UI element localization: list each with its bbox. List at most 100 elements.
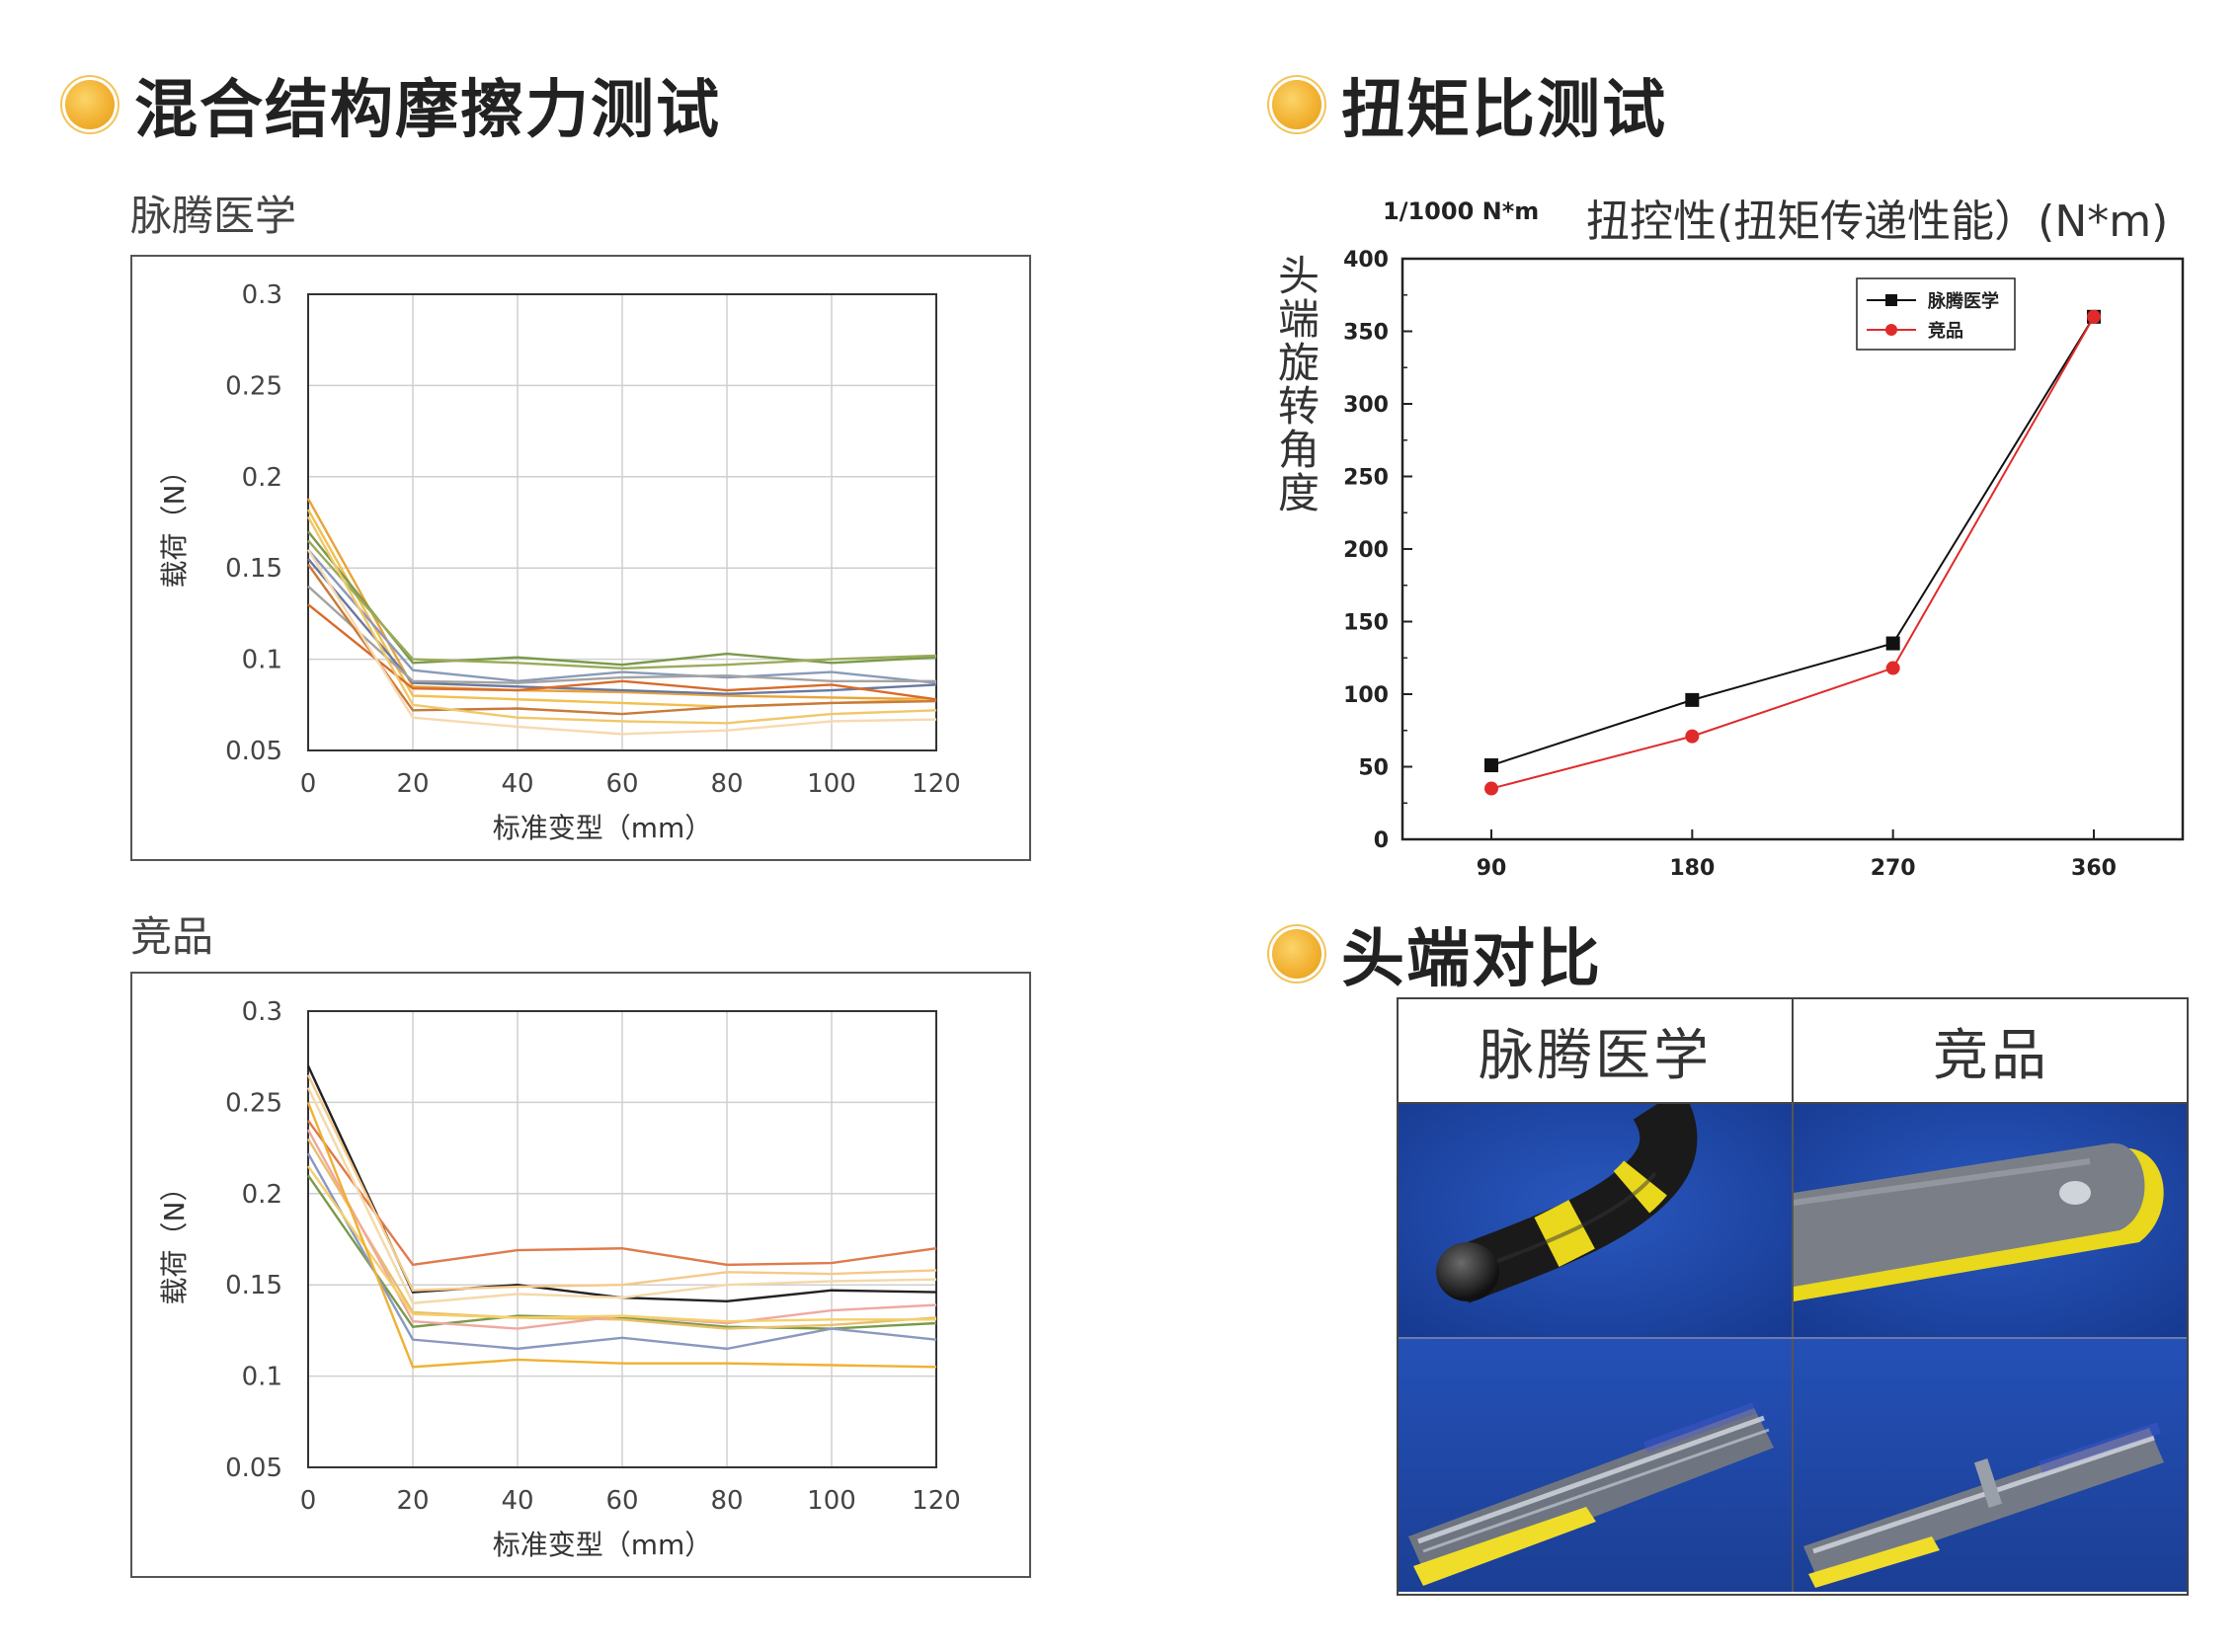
series-line-10 [306,1101,937,1369]
y-axis-label: 载荷（N） [158,1174,191,1305]
series-line-9 [307,1165,936,1323]
x-tick-label: 20 [396,1486,429,1516]
series-line-4 [306,1087,937,1304]
y-tick-label: 250 [1343,466,1389,491]
series-point [1685,692,1700,707]
y-tick-label: 400 [1343,248,1389,273]
x-tick-label: 80 [710,769,743,799]
legend-label: 脉腾医学 [1927,290,1999,312]
tip-photo-comp-tip [1794,1104,2187,1337]
series-point [1685,729,1700,744]
series-line-8 [307,603,937,701]
series-point [1484,781,1498,796]
torque-title: 扭控性(扭矩传递性能）(N*m) [1586,197,2169,247]
tip-photo-ours-tip [1399,1104,1792,1337]
tip-compare-table: 脉腾医学 竞品 [1397,997,2189,1596]
y-tick-label: 100 [1343,683,1389,708]
x-tick-label: 360 [2071,856,2117,881]
y-tick-label: 350 [1343,321,1389,346]
y-tick-label: 0.2 [242,1180,282,1210]
x-axis-label: 标准变型（mm） [493,812,713,844]
y-axis-label: 载荷（N） [158,457,191,589]
friction-chart-ours-panel: 0 20 40 60 80 100 120 0.05 0.1 0.15 0.2 0.25 0.3 标准变型… [130,255,1031,861]
series-point [1885,636,1900,651]
y-tick-label: 0.05 [225,1454,282,1483]
friction-chart-comp-panel: 0 20 40 60 80 100 120 0.05 0.1 0.15 0.2 0.25 0.3 标准变型… [130,972,1031,1578]
plot-frame [307,1010,937,1468]
tip-col-ours: 脉腾医学 [1399,999,1792,1104]
x-tick-label: 40 [501,769,533,799]
series-line-7 [307,585,936,684]
series-line-6 [307,558,937,695]
series-point [1484,758,1498,773]
x-tick-label: 180 [1669,856,1715,881]
tip-heading: 头端对比 [1272,908,1602,999]
series-line-9 [307,563,937,716]
y-tick-label: 0.2 [242,463,282,493]
x-tick-label: 80 [710,1486,743,1516]
series-point [2087,309,2101,324]
x-tick-label: 20 [396,769,429,799]
x-tick-label: 270 [1871,856,1916,881]
series-line-4 [307,539,937,670]
legend-label: 竞品 [1928,320,1963,342]
tip-table-vdivider [1792,1102,1794,1592]
y-tick-label: 0.1 [242,1363,282,1392]
y-tick-label: 150 [1343,611,1389,636]
x-tick-label: 0 [300,1486,317,1516]
y-tick-label: 300 [1343,393,1389,418]
series-line-5 [307,548,937,684]
y-tick-label: 50 [1358,756,1389,781]
torque-chart: 0 50 100 150 200 250 300 350 400 90 180 270 360 脉腾医学竞… [1343,248,2185,881]
tip-photo-ours-shaft [1399,1339,1792,1592]
series-line-2 [1490,316,2095,790]
series-line-6 [306,1152,937,1351]
x-tick-label: 120 [912,1486,961,1516]
series-line-1 [1490,316,2095,766]
series-line-1 [306,498,937,701]
torque-ylabel: 头端旋转角度 [1277,252,1320,517]
ours-friction-label: 脉腾医学 [130,192,297,240]
bullet-dot-icon [1272,929,1321,979]
tip-heading-text: 头端对比 [1341,923,1602,996]
series-line-3 [306,1074,937,1292]
friction-chart-ours: 0 20 40 60 80 100 120 0.05 0.1 0.15 0.2 0.25 0.3 标准变型… [158,280,961,844]
torque-unit-label: 1/1000 N*m [1383,197,1540,225]
x-tick-label: 90 [1477,856,1507,881]
tip-col-comp: 竞品 [1792,999,2189,1104]
x-tick-label: 40 [501,1486,533,1516]
friction-chart-comp: 0 20 40 60 80 100 120 0.05 0.1 0.15 0.2 0.25 0.3 标准变型… [158,997,961,1561]
torque-heading-text: 扭矩比测试 [1341,74,1667,147]
legend-marker [1885,324,1897,336]
x-axis-label: 标准变型（mm） [493,1529,713,1561]
y-tick-label: 0.25 [225,1088,282,1118]
series-point [1885,661,1900,675]
x-tick-label: 60 [605,769,638,799]
y-tick-label: 0.25 [225,371,282,401]
tip-photo-comp-shaft [1794,1339,2187,1592]
plot-frame [1400,257,2185,841]
series-line-11 [306,549,937,736]
series-line-2 [307,1120,937,1267]
comp-friction-label: 竞品 [130,912,214,961]
x-tick-label: 60 [605,1486,638,1516]
y-tick-label: 0.15 [225,1271,282,1300]
y-tick-label: 0.15 [225,554,282,584]
friction-heading-text: 混合结构摩擦力测试 [134,74,721,147]
y-tick-label: 0.3 [242,280,282,310]
friction-heading: 混合结构摩擦力测试 [65,59,721,150]
y-tick-label: 0.3 [242,997,282,1027]
bullet-dot-icon [65,80,115,129]
legend-box [1856,277,2016,351]
series-line-10 [306,515,937,725]
y-tick-label: 0.05 [225,737,282,766]
tip-table-hdivider [1399,1337,2187,1339]
torque-heading: 扭矩比测试 [1272,59,1667,150]
bullet-dot-icon [1272,80,1321,129]
x-tick-label: 100 [807,1486,856,1516]
plot-frame [307,293,937,751]
legend-marker [1885,294,1897,306]
x-tick-label: 120 [912,769,961,799]
x-tick-label: 0 [300,769,317,799]
x-tick-label: 100 [807,769,856,799]
